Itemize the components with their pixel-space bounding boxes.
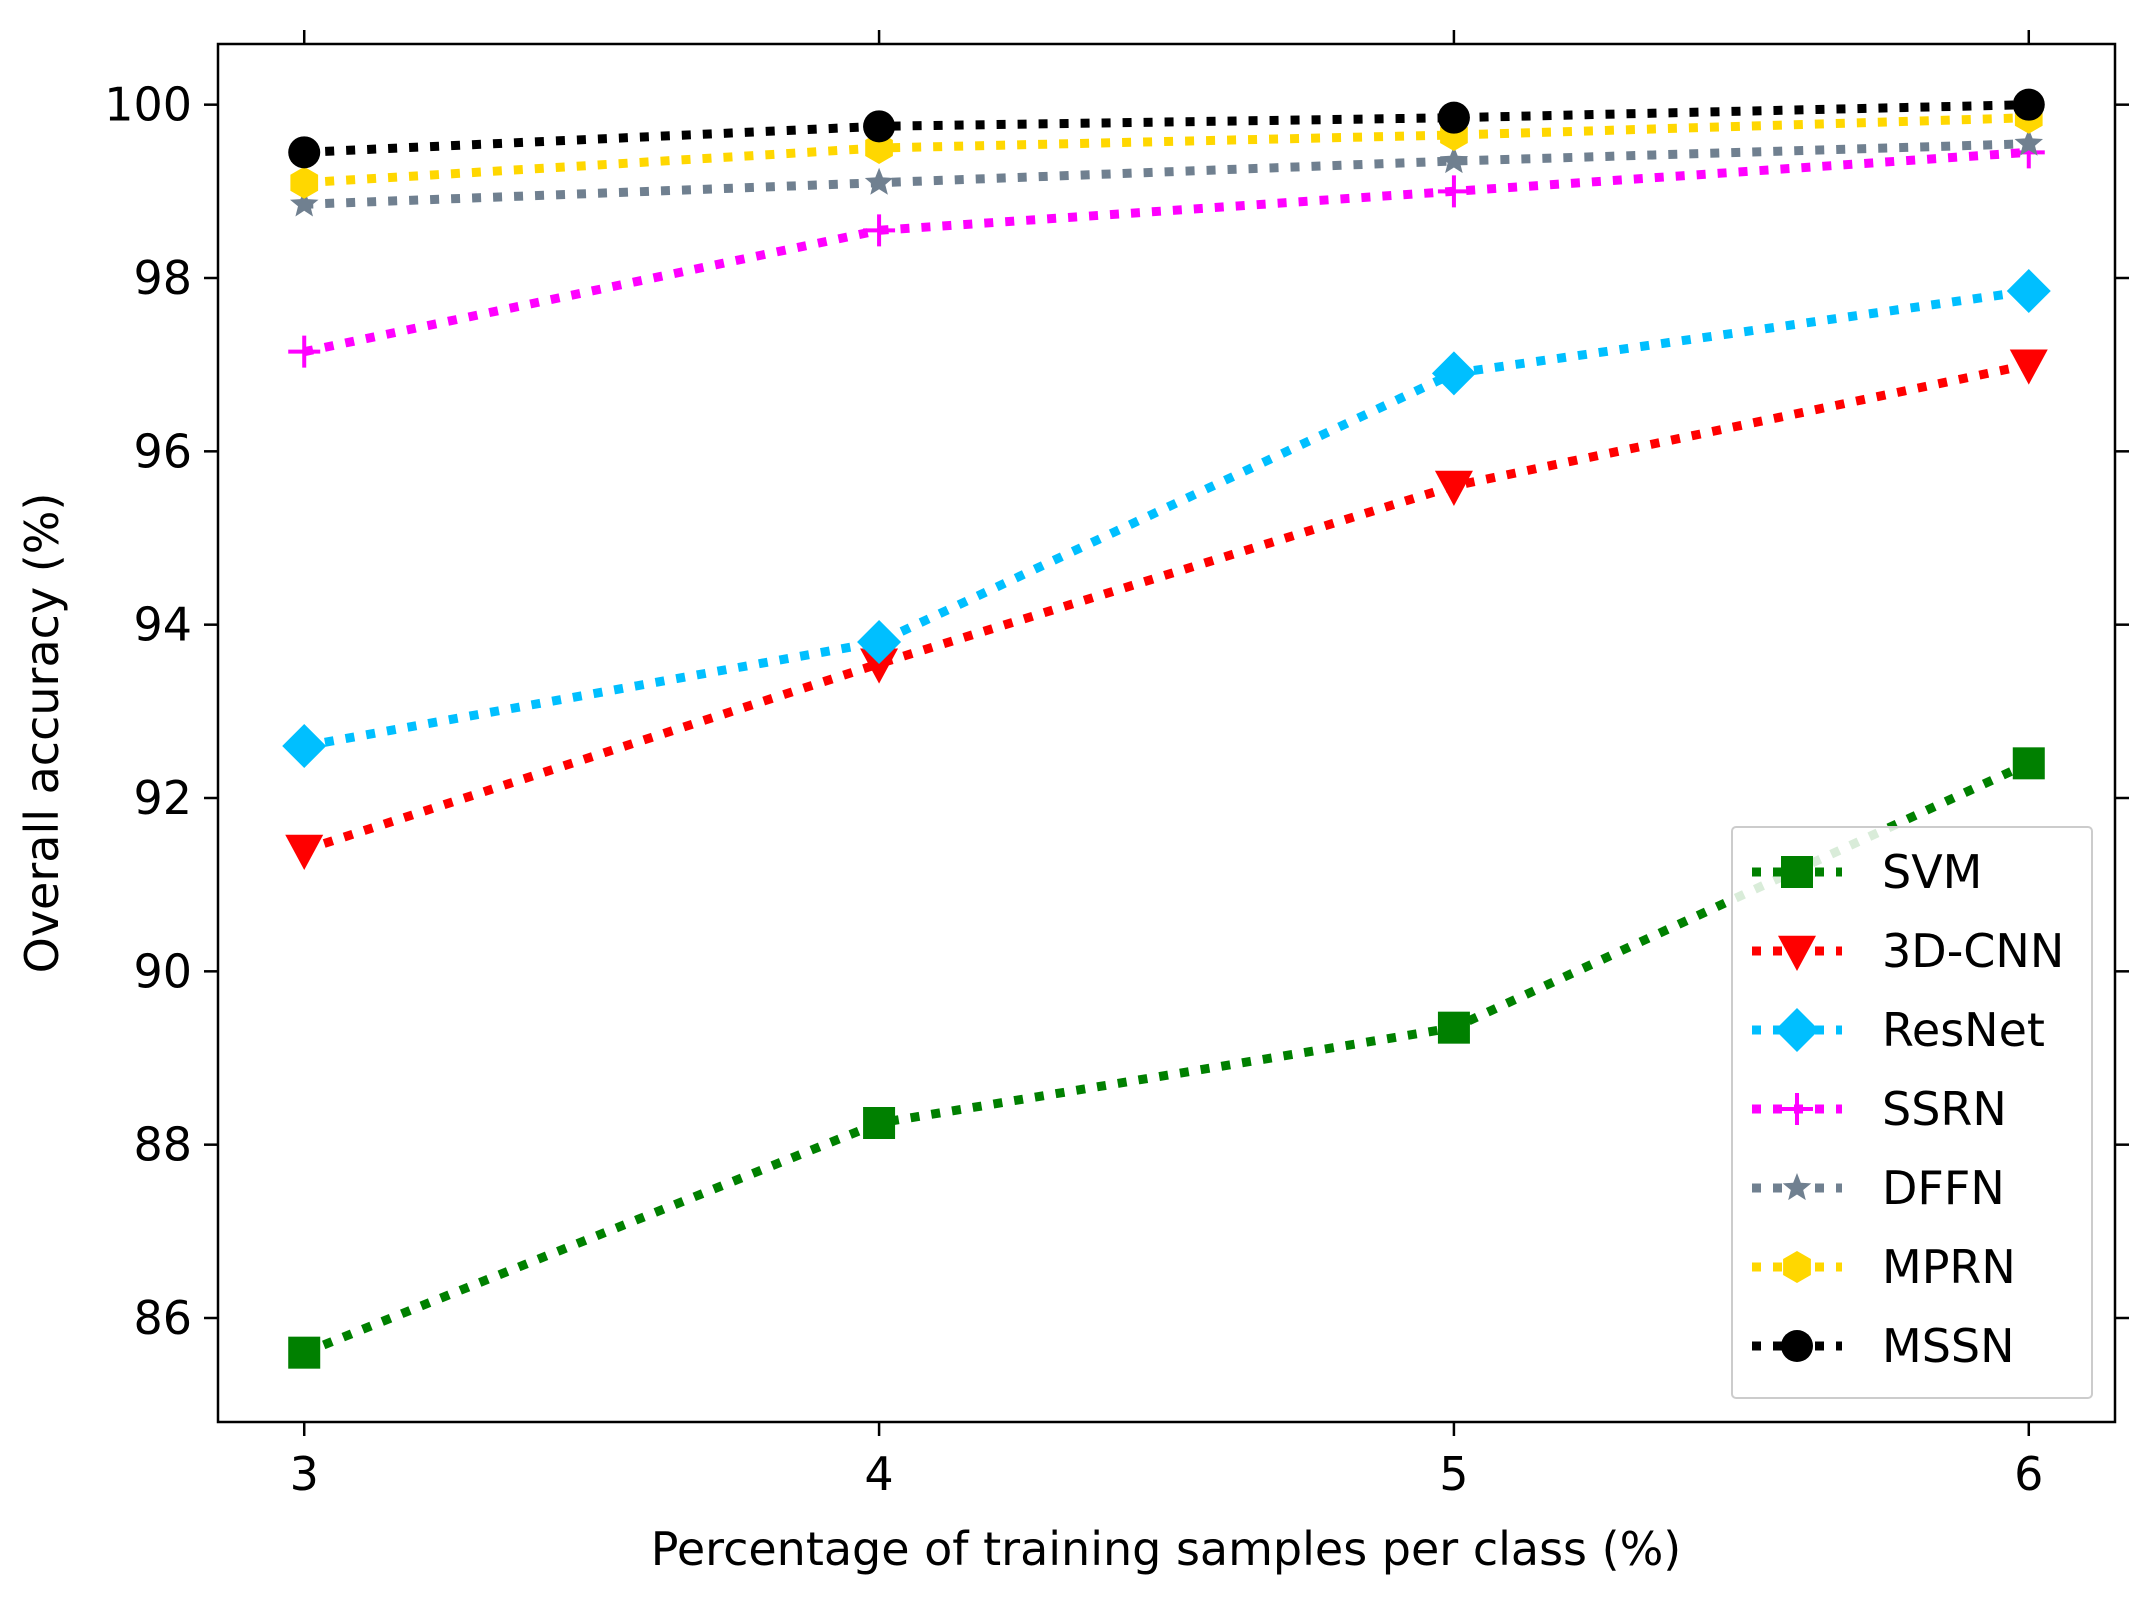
- legend-label-mprn: MPRN: [1882, 1240, 2016, 1294]
- data-point-mssn-5: [1437, 101, 1470, 134]
- legend-label-3d-cnn: 3D-CNN: [1882, 924, 2064, 978]
- x-tick-label-6: 6: [2014, 1447, 2043, 1501]
- data-point-dffn-4: [864, 167, 894, 195]
- legend-entry-mssn: MSSN: [1752, 1319, 2015, 1373]
- legend-marker-mprn: [1783, 1251, 1811, 1283]
- legend-entry-dffn: DFFN: [1752, 1161, 2005, 1215]
- y-tick-label-92: 92: [133, 771, 192, 825]
- series-mssn: [288, 88, 2045, 169]
- data-point-svm-3: [288, 1336, 321, 1369]
- data-point-dffn-3: [290, 189, 319, 217]
- data-point-3d-cnn-3: [285, 834, 324, 870]
- y-tick-label-96: 96: [133, 424, 192, 478]
- legend-entry-resnet: ResNet: [1752, 1003, 2045, 1057]
- legend-box: [1731, 826, 2093, 1399]
- legend-label-resnet: ResNet: [1882, 1003, 2045, 1057]
- data-point-3d-cnn-5: [1434, 470, 1473, 506]
- legend-entry-mprn: MPRN: [1752, 1240, 2016, 1294]
- x-tick-label-4: 4: [864, 1447, 893, 1501]
- series-3d-cnn: [285, 349, 2048, 870]
- legend-entry-ssrn: SSRN: [1752, 1082, 2007, 1136]
- legend-marker-ssrn: [1781, 1093, 1813, 1125]
- data-point-dffn-6: [2014, 128, 2043, 156]
- data-point-3d-cnn-4: [860, 648, 899, 684]
- x-axis-title: Percentage of training samples per class…: [651, 1522, 1681, 1576]
- legend-marker-dffn: [1782, 1173, 1812, 1201]
- data-point-dffn-5: [1439, 146, 1469, 174]
- legend-marker-resnet: [1775, 1008, 1819, 1052]
- x-tick-label-3: 3: [290, 1447, 319, 1501]
- series-dffn: [290, 128, 2043, 217]
- y-tick-label-98: 98: [133, 251, 192, 305]
- y-tick-label-90: 90: [133, 944, 192, 998]
- legend-marker-svm: [1781, 856, 1813, 888]
- x-tick-label-5: 5: [1439, 1447, 1468, 1501]
- legend-entry-3d-cnn: 3D-CNN: [1752, 924, 2064, 978]
- series-line-ssrn: [303, 147, 2030, 357]
- data-point-svm-4: [863, 1107, 896, 1139]
- axes: 3 4 5 6 86 88 90 92 94 96 98 100: [104, 30, 2129, 1501]
- legend-label-dffn: DFFN: [1882, 1161, 2005, 1215]
- series-line-dffn: [304, 139, 2029, 209]
- series-line-mssn: [303, 100, 2029, 157]
- y-axis-title: Overall accuracy (%): [15, 493, 69, 974]
- data-point-mssn-6: [2012, 88, 2045, 121]
- data-point-mssn-3: [288, 136, 321, 169]
- y-tick-label-94: 94: [133, 598, 192, 652]
- y-tick-label-100: 100: [104, 78, 192, 132]
- data-point-resnet-6: [2006, 269, 2051, 313]
- legend-label-mssn: MSSN: [1882, 1319, 2015, 1373]
- series-resnet: [282, 269, 2051, 768]
- y-tick-label-88: 88: [133, 1118, 192, 1172]
- data-point-resnet-4: [857, 620, 902, 664]
- series-line-mprn: [303, 113, 2029, 188]
- y-tick-label-86: 86: [133, 1291, 192, 1345]
- data-point-mssn-4: [863, 110, 896, 143]
- data-point-3d-cnn-6: [2009, 349, 2048, 385]
- series-line-3d-cnn: [302, 360, 2030, 855]
- legend-entry-svm: SVM: [1752, 845, 1982, 899]
- data-point-svm-6: [2012, 747, 2045, 780]
- legend: SVM 3D-CNN ResNet SSRN DFFN MPRN MSSN: [1731, 826, 2093, 1399]
- data-point-resnet-5: [1431, 351, 1476, 396]
- legend-label-ssrn: SSRN: [1882, 1082, 2007, 1136]
- legend-marker-mssn: [1781, 1330, 1813, 1362]
- data-point-ssrn-5: [1437, 175, 1470, 208]
- data-point-resnet-3: [282, 724, 327, 768]
- legend-marker-3d-cnn: [1778, 935, 1816, 971]
- data-point-ssrn-3: [288, 335, 321, 368]
- data-point-ssrn-4: [863, 214, 896, 247]
- data-point-svm-5: [1437, 1011, 1470, 1044]
- legend-label-svm: SVM: [1882, 845, 1982, 899]
- data-point-mprn-3: [290, 166, 319, 199]
